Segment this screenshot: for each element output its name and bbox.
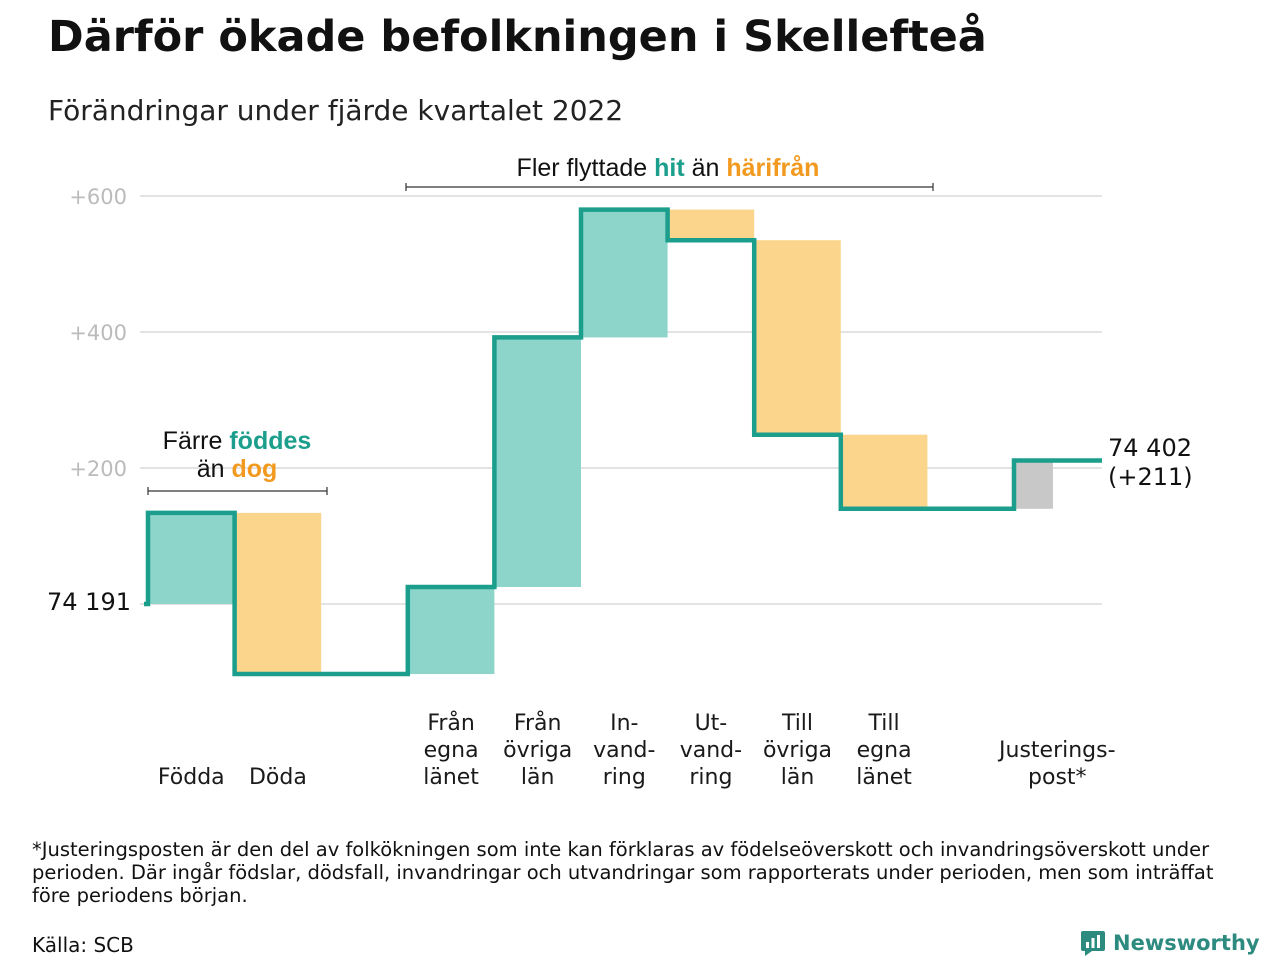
x-label-utvandring: vand- xyxy=(680,738,742,763)
x-label-invandring: In- xyxy=(610,711,638,736)
brand: Newsworthy xyxy=(1080,929,1260,957)
x-label-fran-ovriga-lan: övriga xyxy=(503,738,572,763)
x-label-till-egna-lanet: Till xyxy=(868,711,900,736)
chart-subtitle: Förändringar under fjärde kvartalet 2022 xyxy=(48,94,624,127)
x-label-fodda: Födda xyxy=(158,765,225,790)
x-label-utvandring: Ut- xyxy=(695,711,728,736)
brand-name: Newsworthy xyxy=(1113,931,1260,955)
source-text: Källa: SCB xyxy=(32,933,134,957)
x-label-till-ovriga-lan: Till xyxy=(781,711,813,736)
bar-doda xyxy=(234,512,322,675)
chart-title: Därför ökade befolkningen i Skellefteå xyxy=(48,12,987,62)
bar-invandring xyxy=(581,209,668,338)
y-tick-label: +400 xyxy=(69,321,127,345)
y-tick-label: +600 xyxy=(69,185,127,209)
end-value-label: 74 402 xyxy=(1108,434,1192,462)
bar-fran-ovriga-lan xyxy=(494,337,581,587)
bar-fran-egna-lanet xyxy=(407,587,495,675)
y-tick-label: +200 xyxy=(69,457,127,481)
x-label-justeringspost: Justerings- xyxy=(997,738,1116,763)
x-label-invandring: vand- xyxy=(593,738,655,763)
annotation-migration-bracket xyxy=(405,183,934,191)
newsworthy-logo-icon xyxy=(1081,931,1105,956)
cumulative-step-line xyxy=(144,207,1102,677)
x-label-doda: Döda xyxy=(249,765,307,790)
annotation-migration-text: Fler flyttade hit än härifrån xyxy=(517,154,820,182)
annotation-births: Färre föddes än dog xyxy=(147,427,328,495)
x-label-fran-egna-lanet: egna xyxy=(424,738,479,763)
bar-justeringspost xyxy=(1014,460,1053,509)
x-axis-labels: Födda DödaFrånegnalänetFrånövrigalänIn-va… xyxy=(158,710,1116,790)
bar-till-ovriga-lan xyxy=(754,240,841,435)
x-label-till-egna-lanet: egna xyxy=(857,738,912,763)
bar-utvandring xyxy=(667,209,755,241)
bar-till-egna-lanet xyxy=(840,434,928,509)
annotation-migration: Fler flyttade hit än härifrån xyxy=(405,154,934,191)
start-value-label: 74 191 xyxy=(47,588,131,616)
x-label-fran-egna-lanet: Från xyxy=(427,710,475,736)
footnote: *Justeringsposten är den del av folkökni… xyxy=(32,838,1214,907)
step-line xyxy=(144,207,1102,677)
annotation-births-bracket xyxy=(147,487,328,495)
x-label-fran-ovriga-lan: Från xyxy=(514,710,562,736)
bars xyxy=(148,209,1053,675)
x-label-till-ovriga-lan: län xyxy=(781,765,815,790)
x-label-justeringspost: post* xyxy=(1028,765,1087,790)
x-label-invandring: ring xyxy=(603,765,646,790)
x-label-fran-ovriga-lan: län xyxy=(521,765,555,790)
waterfall-chart: +600+400+200 Födda DödaFrånegnalänetFrånö… xyxy=(47,154,1193,790)
x-label-utvandring: ring xyxy=(689,765,732,790)
x-label-till-ovriga-lan: övriga xyxy=(763,738,832,763)
end-change-label: (+211) xyxy=(1108,463,1193,491)
annotation-births-line1: Färre föddes xyxy=(163,427,312,455)
annotation-births-line2: än dog xyxy=(197,455,278,483)
y-axis-ticks: +600 +400 +200 xyxy=(69,185,127,481)
x-label-till-egna-lanet: länet xyxy=(856,765,912,790)
bar-fodda xyxy=(148,512,235,604)
x-label-fran-egna-lanet: länet xyxy=(423,765,479,790)
